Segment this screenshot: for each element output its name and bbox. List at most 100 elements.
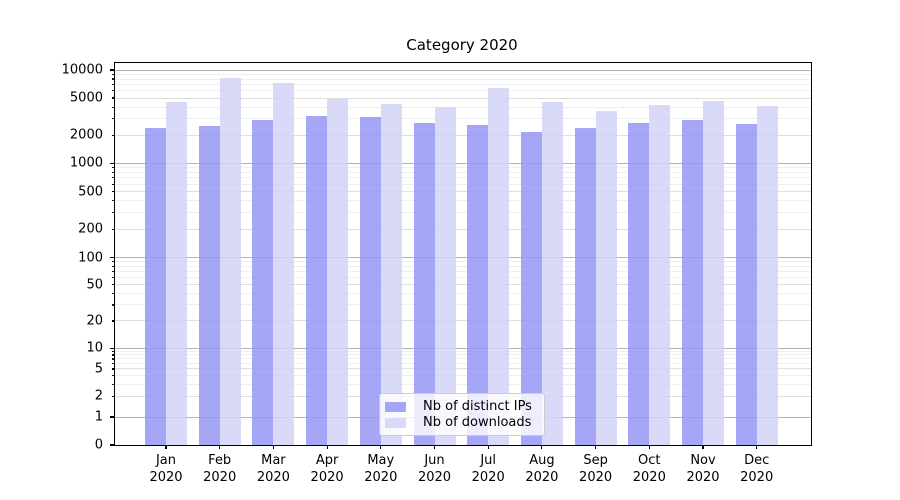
y-tick-label: 2	[94, 388, 103, 404]
y-tick-mark	[111, 211, 114, 214]
x-tick-mark	[219, 445, 221, 449]
y-tick-mark	[111, 73, 114, 75]
y-tick-mark	[111, 177, 114, 179]
y-tick-mark	[111, 90, 114, 92]
y-tick-mark	[111, 183, 114, 185]
bar-distinct-ips	[413, 123, 435, 445]
gridline	[115, 375, 811, 377]
plot-area: 0 1 2 5 10 20 50 100 200 500 1000 2000 5000 10000 Jan …	[62, 62, 812, 485]
y-tick-mark	[111, 118, 114, 120]
x-tick-label: Sep 2020	[579, 453, 613, 485]
x-tick-mark	[648, 445, 650, 449]
y-tick-mark	[111, 284, 114, 286]
x-tick-label: Apr 2020	[310, 453, 344, 485]
y-tick-mark	[111, 78, 114, 80]
x-tick-mark	[272, 445, 274, 449]
y-tick-mark	[111, 375, 114, 377]
gridline	[115, 212, 811, 214]
y-tick-label: 1	[94, 409, 103, 425]
y-tick-label: 2000	[69, 127, 103, 143]
bar-distinct-ips	[628, 123, 650, 445]
x-tick-label: Feb 2020	[203, 453, 237, 485]
y-tick-label: 5000	[69, 90, 103, 106]
y-tick-mark	[111, 83, 114, 86]
y-tick-label: 200	[78, 221, 103, 237]
y-tick-mark	[111, 106, 114, 108]
gridline	[115, 200, 811, 202]
bar-downloads	[488, 88, 510, 445]
x-tick-label: Oct 2020	[632, 453, 666, 485]
y-tick-mark	[110, 69, 114, 71]
bar-distinct-ips	[306, 116, 328, 445]
x-tick-mark	[433, 445, 436, 449]
y-tick-mark	[110, 162, 114, 164]
legend: Nb of distinct IPs Nb of downloads	[379, 393, 545, 436]
legend-row-distinct-ips: Nb of distinct IPs	[385, 399, 536, 414]
y-tick-mark	[111, 167, 114, 169]
x-tick-mark	[541, 445, 543, 449]
legend-swatch-distinct-ips	[385, 401, 406, 412]
bar-downloads	[703, 101, 724, 445]
gridline	[115, 304, 811, 306]
y-tick-mark	[111, 320, 114, 322]
y-tick-label: 10000	[61, 62, 103, 78]
gridline	[115, 363, 811, 365]
bar-distinct-ips	[682, 120, 703, 445]
gridline	[115, 134, 811, 136]
x-tick-mark	[165, 445, 167, 449]
bar-distinct-ips	[520, 132, 542, 445]
gridline	[115, 271, 811, 273]
legend-label-distinct-ips: Nb of distinct IPs	[423, 399, 532, 414]
y-tick-mark	[111, 270, 114, 273]
bar-downloads	[649, 105, 671, 445]
x-tick-mark	[595, 445, 597, 449]
gridline	[115, 90, 811, 92]
y-tick-mark	[110, 256, 114, 259]
x-tick-label: Jun 2020	[417, 453, 452, 485]
gridline	[115, 73, 811, 75]
y-tick-label: 0	[94, 437, 103, 453]
gridline	[115, 177, 811, 179]
x-tick-label: Jul 2020	[471, 453, 505, 485]
legend-swatch-downloads	[385, 417, 406, 428]
x-tick-label: Dec 2020	[740, 453, 774, 485]
y-tick-mark	[111, 362, 114, 365]
bar-distinct-ips	[467, 124, 489, 445]
gridline	[115, 293, 811, 295]
gridline	[115, 320, 811, 322]
y-tick-mark	[110, 347, 114, 349]
gridline	[115, 171, 811, 173]
y-tick-mark	[111, 354, 114, 356]
gridline	[115, 284, 811, 286]
bar-downloads	[273, 83, 295, 445]
legend-label-downloads: Nb of downloads	[423, 415, 532, 430]
bar-distinct-ips	[735, 123, 757, 445]
y-tick-mark	[111, 200, 114, 202]
y-tick-mark	[111, 265, 114, 267]
gridline	[115, 83, 811, 85]
x-tick-mark	[380, 445, 382, 449]
y-tick-label: 100	[78, 250, 103, 265]
y-tick-label: 500	[78, 184, 103, 200]
gridline	[115, 228, 811, 230]
gridline	[115, 368, 811, 370]
bar-downloads	[327, 99, 349, 445]
x-tick-label: Jan 2020	[149, 453, 183, 485]
bar-downloads	[541, 101, 563, 445]
bar-downloads	[219, 78, 241, 445]
bar-distinct-ips	[145, 127, 166, 445]
y-tick-mark	[111, 228, 114, 230]
x-tick-label: Nov 2020	[686, 453, 720, 485]
bar-distinct-ips	[574, 127, 596, 445]
y-tick-mark	[111, 261, 114, 263]
x-tick-label: Aug 2020	[525, 453, 559, 485]
x-tick-mark	[487, 445, 489, 449]
gridline	[115, 257, 811, 258]
bar-downloads	[434, 106, 456, 445]
gridline	[115, 167, 811, 169]
x-tick-mark	[702, 445, 704, 449]
y-tick-mark	[111, 134, 114, 136]
y-tick-mark	[111, 368, 114, 370]
y-tick-mark	[110, 416, 114, 418]
gridline	[115, 354, 811, 356]
